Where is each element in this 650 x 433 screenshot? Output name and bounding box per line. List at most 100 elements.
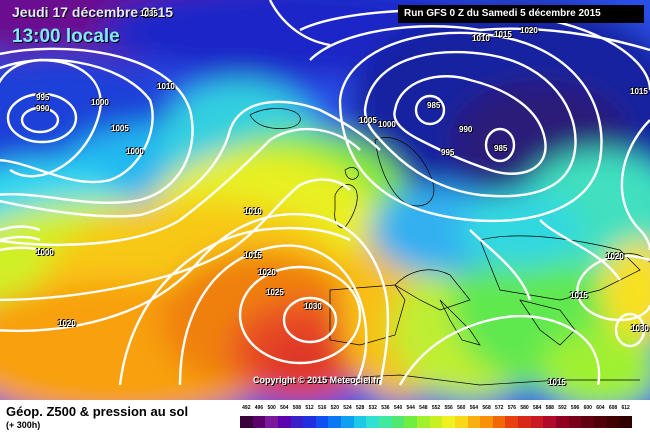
color-scale-label: 608: [608, 405, 618, 411]
color-scale-label: 496: [254, 405, 264, 411]
color-scale-swatch: [492, 416, 506, 428]
isobar-label: 1015: [244, 251, 262, 260]
color-scale-swatch: [556, 416, 569, 428]
isobar-label: 1035: [140, 9, 158, 18]
geopotential-field: [0, 0, 650, 400]
color-scale-swatch: [442, 416, 455, 428]
forecast-map: Jeudi 17 décembre 2015 13:00 locale Run …: [0, 0, 650, 400]
color-scale-label: 516: [318, 405, 327, 411]
color-scale-swatch: [505, 416, 519, 428]
isobar-label: 985: [494, 144, 508, 153]
color-scale-swatch: [328, 416, 342, 428]
coastlines: [249, 108, 650, 386]
isobar-label: 1020: [58, 319, 76, 328]
map-canvas: [0, 0, 650, 400]
color-scale-label: 540: [393, 405, 403, 411]
forecast-date: Jeudi 17 décembre 2015: [12, 4, 174, 20]
isobar-label: 1020: [258, 268, 276, 277]
isobar-label: 1020: [520, 26, 538, 35]
color-scale-swatch: [467, 416, 481, 428]
color-scale-swatch: [404, 416, 417, 428]
color-scale-swatch: [391, 416, 405, 428]
color-scale-label: 532: [368, 405, 377, 411]
color-scale-label: 524: [343, 405, 352, 411]
color-scale-swatch: [530, 416, 544, 428]
color-scale-labels: 492 496 500 504 508 512 516 520 524 528 532 536 540 5…: [240, 405, 632, 414]
color-scale-label: 512: [305, 405, 314, 411]
isobar-label: 1000: [126, 147, 144, 156]
color-scale-swatch: [416, 416, 430, 428]
color-scale-swatch: [265, 416, 278, 428]
isobars: [0, 0, 650, 385]
isobar-label: 990: [36, 104, 50, 113]
color-scale-label: 548: [419, 405, 428, 411]
color-scale-swatch: [240, 416, 253, 428]
isobar-label: 1000: [91, 98, 109, 107]
color-scale-label: 588: [545, 405, 554, 411]
color-scale-label: 520: [330, 405, 339, 411]
color-scale-label: 564: [469, 405, 479, 411]
color-scale-swatch: [518, 416, 531, 428]
isobar-label: 1000: [36, 248, 54, 257]
color-scale-label: 492: [242, 405, 251, 411]
color-scale-label: 572: [495, 405, 504, 411]
color-scale-swatch: [379, 416, 392, 428]
color-scale-label: 612: [621, 405, 630, 411]
color-scale-label: 536: [381, 405, 390, 411]
isobar-label: 1020: [606, 252, 624, 261]
color-scale-swatch: [303, 416, 316, 428]
color-scale-swatch: [568, 416, 582, 428]
color-scale-swatch: [315, 416, 329, 428]
color-scale-label: 600: [583, 405, 592, 411]
legend-title: Géop. Z500 & pression au sol: [6, 404, 189, 419]
color-scale-label: 576: [507, 405, 517, 411]
color-scale-swatch: [606, 416, 620, 428]
isobar-label: 995: [441, 148, 455, 157]
model-run-label: Run GFS 0 Z du Samedi 5 décembre 2015: [398, 5, 644, 23]
isobar-label: 1015: [570, 291, 588, 300]
color-scale-label: 596: [570, 405, 580, 411]
isobar-label: 985: [427, 101, 441, 110]
color-scale-swatch: [454, 416, 468, 428]
color-scale-swatch: [480, 416, 493, 428]
color-scale-swatch: [366, 416, 380, 428]
color-scale-label: 544: [406, 405, 415, 411]
color-scale-label: 556: [444, 405, 453, 411]
isobar-label: 1010: [244, 207, 262, 216]
isobar-label: 1030: [304, 302, 322, 311]
color-scale-label: 580: [520, 405, 529, 411]
color-scale-swatch: [543, 416, 557, 428]
isobar-label: 1015: [548, 378, 566, 387]
color-scale-label: 604: [596, 405, 605, 411]
isobar-label: 990: [459, 125, 473, 134]
color-scale-swatch: [341, 416, 354, 428]
color-scale-swatch: [277, 416, 291, 428]
color-scale-label: 508: [292, 405, 302, 411]
color-scale: [240, 416, 632, 428]
isobar-label: 1005: [359, 116, 377, 125]
color-scale-swatch: [252, 416, 266, 428]
isobar-label: 1015: [494, 30, 512, 39]
color-scale-label: 552: [431, 405, 441, 411]
color-scale-label: 528: [355, 405, 365, 411]
color-scale-label: 592: [558, 405, 567, 411]
color-scale-label: 584: [532, 405, 542, 411]
color-scale-swatch: [619, 416, 632, 428]
color-scale-label: 568: [482, 405, 491, 411]
color-scale-label: 500: [267, 405, 276, 411]
isobar-label: 995: [36, 93, 50, 102]
color-scale-swatch: [429, 416, 443, 428]
isobar-label: 1030: [631, 324, 649, 333]
isobar-label: 1010: [157, 82, 175, 91]
color-scale-swatch: [353, 416, 367, 428]
color-scale-swatch: [581, 416, 594, 428]
isobar-label: 1005: [111, 124, 129, 133]
color-scale-swatch: [593, 416, 607, 428]
color-scale-swatch: [290, 416, 304, 428]
color-scale-label: 560: [457, 405, 466, 411]
isobar-label: 1015: [630, 87, 648, 96]
isobar-label: 1010: [472, 34, 490, 43]
forecast-time: 13:00 locale: [12, 26, 120, 47]
copyright-text: Copyright © 2015 Meteociel.fr: [253, 375, 380, 385]
legend-subtitle: (+ 300h): [6, 420, 41, 430]
